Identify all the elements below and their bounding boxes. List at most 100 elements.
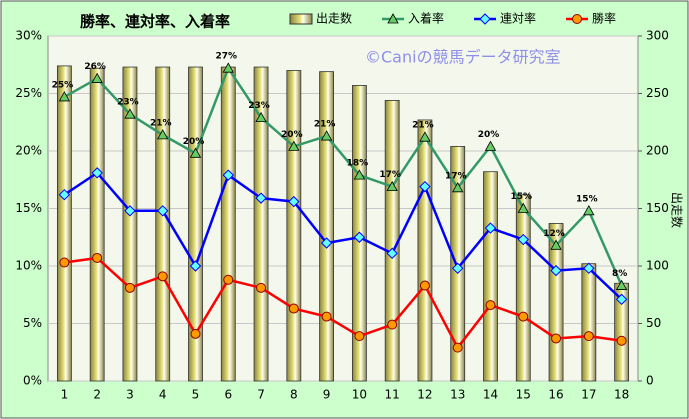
y2-tick-label: 150 [646, 201, 669, 215]
x-tick-label: 1 [61, 388, 69, 402]
legend-marker [387, 13, 399, 24]
y2-tick-label: 200 [646, 144, 669, 158]
marker [353, 169, 366, 180]
bar [581, 263, 597, 382]
data-label: 8% [612, 269, 627, 279]
data-label: 23% [248, 101, 270, 111]
x-tick-label: 15 [516, 388, 531, 402]
data-label: 20% [281, 130, 303, 140]
x-tick-label: 6 [224, 388, 232, 402]
data-label: 12% [543, 229, 565, 239]
marker [320, 237, 333, 249]
marker [353, 231, 366, 243]
marker [452, 262, 464, 275]
marker [517, 202, 529, 213]
y2-tick-label: 50 [646, 316, 661, 330]
x-tick-label: 10 [352, 388, 367, 402]
x-tick-label: 12 [417, 388, 432, 402]
bar [253, 66, 269, 382]
marker [452, 181, 464, 193]
y-tick-label: 25% [15, 86, 42, 100]
bar [286, 70, 302, 382]
marker [583, 331, 594, 342]
marker [550, 239, 562, 250]
legend-marker [572, 14, 583, 24]
x-tick-label: 17 [581, 388, 596, 402]
marker [222, 62, 234, 73]
marker [222, 169, 234, 181]
marker [124, 205, 136, 217]
marker [124, 282, 135, 293]
marker [583, 204, 595, 216]
legend-label: 入着率 [408, 11, 444, 26]
legend-label: 連対率 [500, 11, 536, 26]
data-label: 27% [216, 52, 238, 62]
watermark: ©Caniの競馬データ研究室 [365, 48, 561, 67]
bar [319, 71, 335, 382]
y-tick-label: 0% [23, 374, 42, 388]
marker [58, 91, 71, 102]
marker [583, 262, 595, 275]
marker [255, 111, 267, 123]
y-tick-label: 15% [15, 201, 42, 215]
bar [417, 119, 433, 382]
marker [321, 311, 332, 322]
x-tick-label: 4 [159, 388, 167, 402]
line [64, 256, 622, 350]
y2-axis-label: 出走数 [670, 192, 685, 228]
marker [189, 147, 202, 158]
marker [58, 188, 71, 201]
data-label: 15% [576, 194, 598, 204]
marker [550, 264, 562, 277]
data-label: 26% [84, 62, 106, 72]
marker [354, 331, 365, 342]
data-label: 20% [478, 130, 500, 140]
marker [419, 131, 431, 142]
marker [387, 319, 398, 330]
x-tick-label: 7 [257, 388, 265, 402]
data-label: 18% [347, 159, 369, 169]
x-tick-label: 14 [483, 388, 498, 402]
marker [517, 233, 529, 246]
y2-tick-label: 250 [646, 86, 669, 100]
legend-label: 出走数 [316, 11, 352, 26]
data-label: 17% [445, 171, 467, 181]
marker [157, 271, 168, 282]
y2-tick-label: 100 [646, 259, 669, 273]
marker [255, 192, 267, 204]
data-label: 17% [379, 170, 401, 180]
marker [223, 274, 234, 285]
marker [386, 247, 398, 260]
data-label: 21% [314, 120, 336, 130]
bar [155, 66, 171, 382]
bar [220, 66, 236, 382]
marker [288, 303, 299, 314]
marker [91, 72, 103, 83]
x-tick-label: 11 [385, 388, 400, 402]
marker [190, 328, 201, 339]
marker [484, 140, 497, 151]
marker [157, 129, 169, 140]
marker [419, 180, 431, 193]
marker [189, 260, 202, 272]
marker [320, 130, 333, 141]
bar [56, 65, 72, 382]
legend-label: 勝率 [592, 11, 616, 26]
x-tick-label: 13 [450, 388, 465, 402]
y-tick-label: 5% [23, 316, 42, 330]
marker [91, 167, 103, 179]
marker [484, 222, 497, 234]
y2-tick-label: 300 [646, 29, 669, 43]
marker [452, 342, 463, 353]
legend-swatch [289, 13, 313, 25]
marker [124, 108, 136, 119]
marker [518, 311, 529, 322]
bar [483, 171, 498, 382]
marker [616, 335, 627, 346]
marker [256, 282, 267, 293]
data-label: 23% [117, 98, 139, 108]
x-tick-label: 5 [192, 388, 200, 402]
data-label: 15% [511, 192, 533, 202]
x-tick-label: 18 [614, 388, 629, 402]
